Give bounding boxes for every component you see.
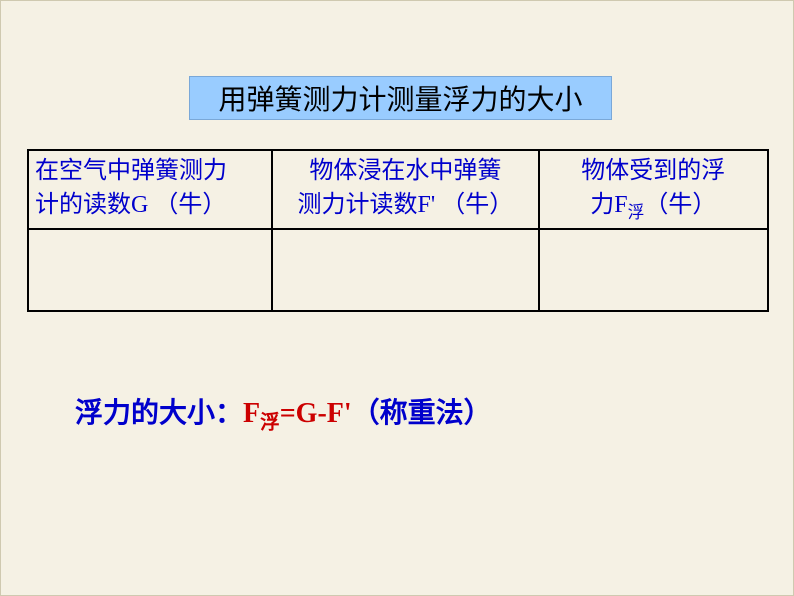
header-col1-line2: 计的读数G （牛） <box>35 192 226 218</box>
data-cell-water <box>272 229 538 311</box>
table-header-row: 在空气中弹簧测力 计的读数G （牛） 物体浸在水中弹簧 测力计读数F' （牛） … <box>28 150 768 229</box>
formula-F: F <box>243 398 260 429</box>
header-col2-line1: 物体浸在水中弹簧 <box>309 158 501 184</box>
header-col3-line2a: 力F <box>590 192 627 218</box>
header-col2-line2: 测力计读数F' （牛） <box>298 192 514 218</box>
formula-equation: F浮=G-F' <box>243 398 352 429</box>
header-col-air-reading: 在空气中弹簧测力 计的读数G （牛） <box>28 150 272 229</box>
data-cell-buoyancy <box>539 229 768 311</box>
formula-label: 浮力的大小： <box>75 398 243 429</box>
header-col-water-reading: 物体浸在水中弹簧 测力计读数F' （牛） <box>272 150 538 229</box>
table-data-row <box>28 229 768 311</box>
header-col1-line1: 在空气中弹簧测力 <box>35 158 227 184</box>
page-title: 用弹簧测力计测量浮力的大小 <box>189 76 612 120</box>
formula-note: （称重法） <box>352 398 492 429</box>
buoyancy-table: 在空气中弹簧测力 计的读数G （牛） 物体浸在水中弹簧 测力计读数F' （牛） … <box>27 149 769 312</box>
header-col-buoyancy: 物体受到的浮 力F浮（牛） <box>539 150 768 229</box>
header-col3-line1: 物体受到的浮 <box>581 158 725 184</box>
formula-statement: 浮力的大小：F浮=G-F'（称重法） <box>75 391 492 435</box>
data-cell-air <box>28 229 272 311</box>
formula-rest: =G-F' <box>280 398 352 429</box>
formula-sub: 浮 <box>260 413 280 434</box>
header-col3-sub: 浮 <box>628 202 645 221</box>
header-col3-line2c: （牛） <box>644 192 716 218</box>
